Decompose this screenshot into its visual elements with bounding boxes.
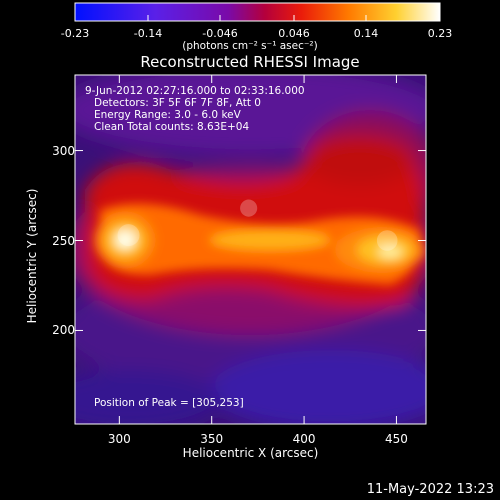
image-field <box>75 75 426 424</box>
colorbar-units-label: (photons cm⁻² s⁻¹ asec⁻²) <box>182 40 318 52</box>
colorbar-tick-label: -0.046 <box>202 27 238 40</box>
y-tick-label: 200 <box>52 323 75 338</box>
colorbar <box>74 2 441 22</box>
x-tick-label: 350 <box>200 432 224 446</box>
chart-title: Reconstructed RHESSI Image <box>140 53 360 71</box>
peak-sources <box>117 199 398 251</box>
colorbar-ticks <box>147 15 367 21</box>
x-axis-ticks <box>118 75 397 424</box>
plot-frame <box>74 74 427 425</box>
y-tick-label: 300 <box>52 143 75 158</box>
colorbar-tick-label: -0.23 <box>60 27 90 40</box>
colorbar-tick-label: 0.14 <box>353 27 379 40</box>
timestamp: 11-May-2022 13:23 <box>366 482 494 497</box>
annotation-line: Detectors: 3F 5F 6F 7F 8F, Att 0 <box>94 97 261 109</box>
x-tick-label: 400 <box>292 432 316 446</box>
x-axis-label: Heliocentric X (arcsec) <box>182 446 319 460</box>
y-tick-label: 250 <box>52 233 75 248</box>
colorbar-tick-label: 0.046 <box>278 27 310 40</box>
annotation-line: Clean Total counts: 8.63E+04 <box>94 121 250 133</box>
y-axis-label: Heliocentric Y (arcsec) <box>25 188 39 324</box>
peak-position-label: Position of Peak = [305,253] <box>94 397 244 409</box>
colorbar-tick-label: -0.14 <box>133 27 163 40</box>
annotation-line: Energy Range: 3.0 - 6.0 keV <box>94 109 241 121</box>
peak-source-mark <box>117 224 140 247</box>
peak-source-mark <box>240 199 258 217</box>
colorbar-tick-label: 0.23 <box>427 27 453 40</box>
x-tick-label: 300 <box>107 432 131 446</box>
annotation-line: 9-Jun-2012 02:27:16.000 to 02:33:16.000 <box>85 85 305 97</box>
peak-source-mark <box>376 230 398 251</box>
x-tick-label: 450 <box>384 432 408 446</box>
y-axis-ticks <box>75 150 426 331</box>
